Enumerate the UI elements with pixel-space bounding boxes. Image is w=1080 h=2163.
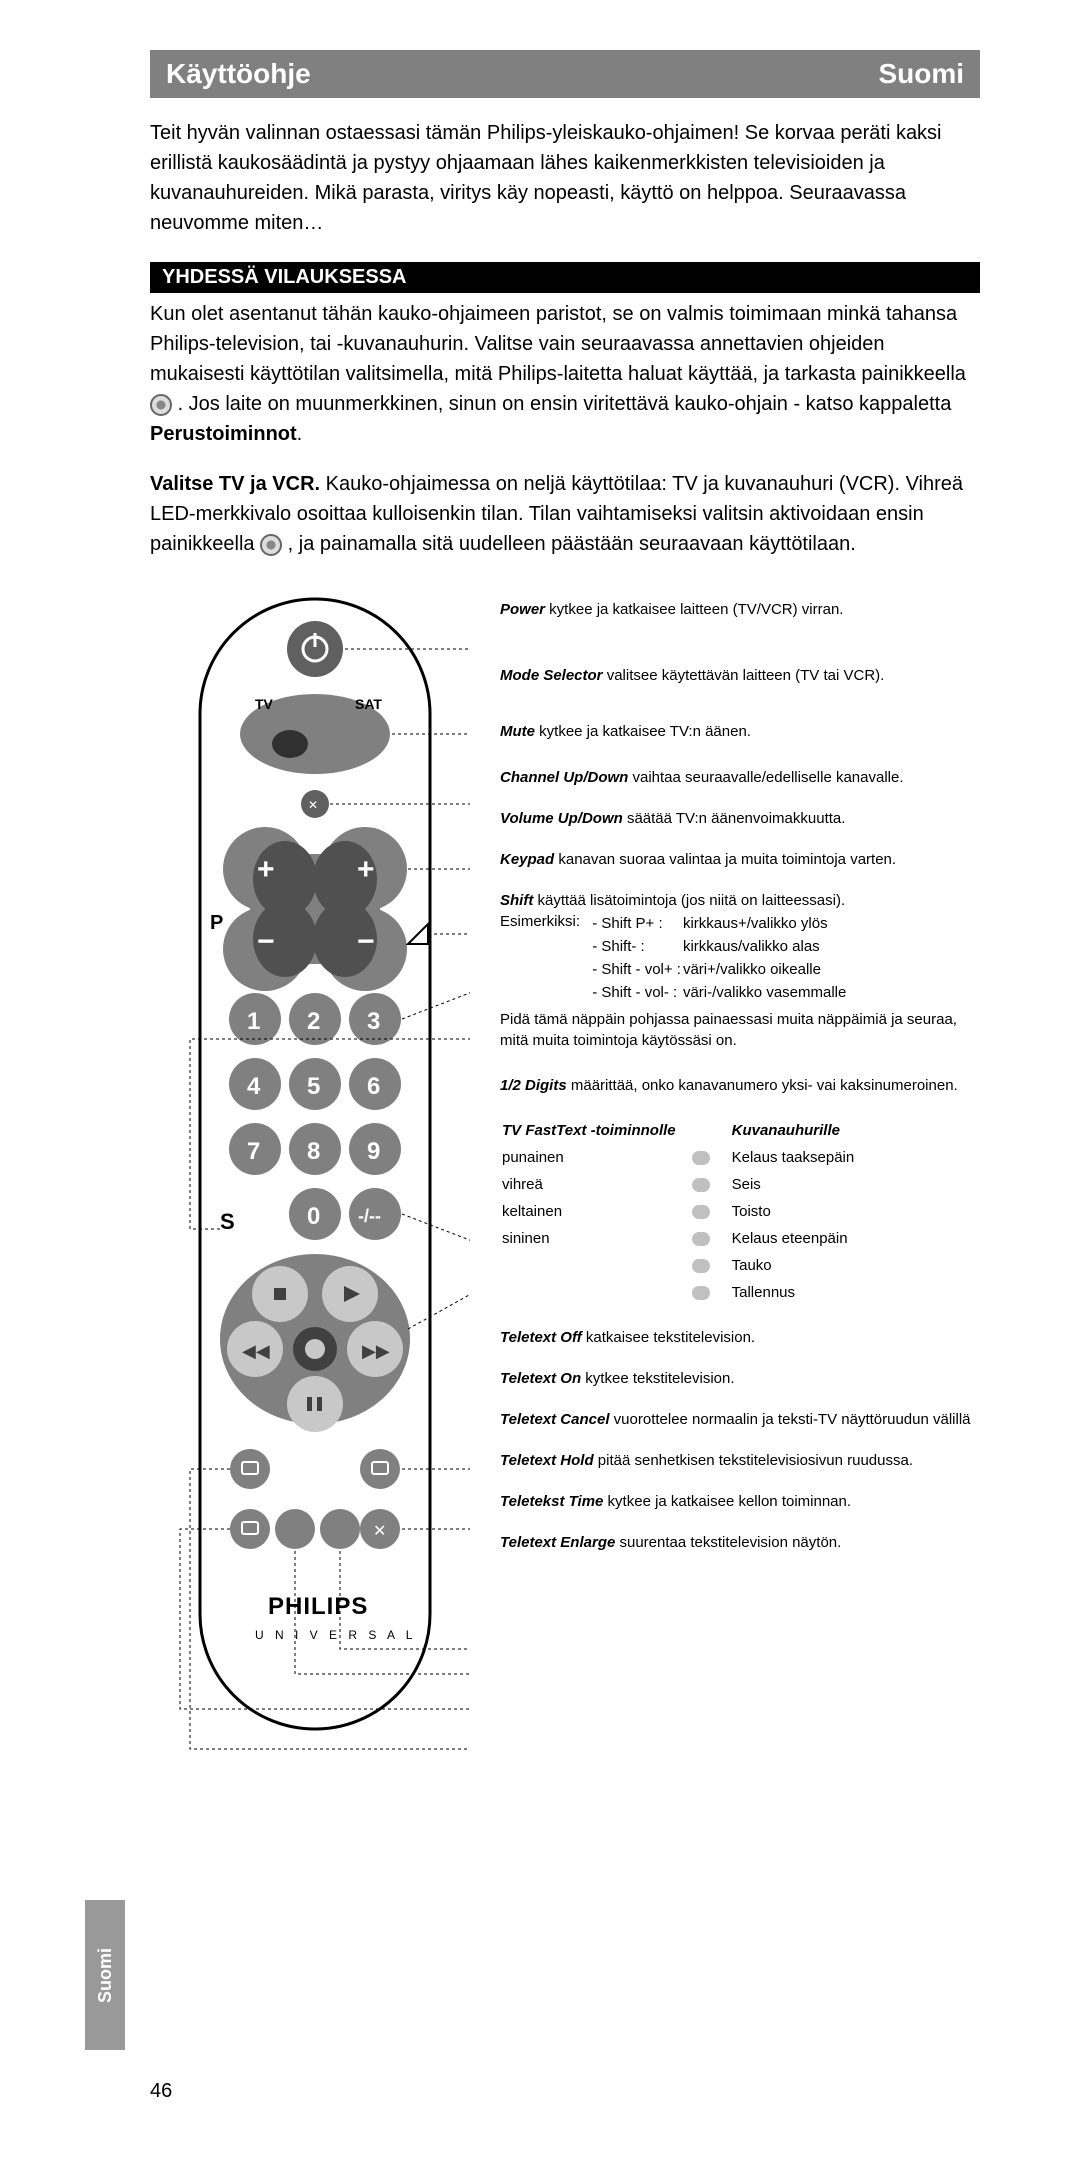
svg-text:✕: ✕ [373, 1523, 386, 1540]
section-title: YHDESSÄ VILAUKSESSA [150, 262, 980, 293]
svg-text:0: 0 [307, 1203, 320, 1230]
svg-text:3: 3 [367, 1008, 380, 1035]
svg-text:✕: ✕ [308, 798, 318, 812]
sat-label: SAT [355, 696, 382, 712]
s-label: S [220, 1209, 235, 1234]
svg-text:▶▶: ▶▶ [362, 1341, 390, 1361]
play-icon [692, 1205, 710, 1219]
header-bar: Käyttöohje Suomi [150, 50, 980, 98]
svg-text:−: − [357, 925, 375, 958]
desc-ttcancel: Teletext Cancel vuorottelee normaalin ja… [500, 1409, 980, 1430]
desc-power: Power kytkee ja katkaisee laitteen (TV/V… [500, 599, 980, 620]
svg-text:5: 5 [307, 1073, 320, 1100]
desc-fasttext: TV FastText -toiminnolleKuvanauhurille p… [500, 1116, 980, 1307]
ffwd-icon [692, 1232, 710, 1246]
page-number: 46 [150, 2080, 172, 2103]
mode-icon [260, 534, 282, 556]
desc-digits: 1/2 Digits määrittää, onko kanavanumero … [500, 1075, 980, 1096]
desc-ttoff: Teletext Off katkaisee tekstitelevision. [500, 1327, 980, 1348]
svg-text:8: 8 [307, 1138, 320, 1165]
header-lang: Suomi [878, 58, 964, 90]
desc-mute: Mute kytkee ja katkaisee TV:n äänen. [500, 721, 980, 742]
svg-text:2: 2 [307, 1008, 320, 1035]
diagram-area: TV SAT ✕ + [150, 589, 980, 1789]
pause-icon [692, 1259, 710, 1273]
desc-shift: Shift käyttää lisätoimintoja (jos niitä … [500, 890, 980, 1051]
svg-text:6: 6 [367, 1073, 380, 1100]
header-title: Käyttöohje [166, 58, 311, 90]
remote-illustration: TV SAT ✕ + [150, 589, 470, 1789]
desc-vol: Volume Up/Down säätää TV:n äänenvoimakku… [500, 808, 980, 829]
svg-text:1: 1 [247, 1008, 260, 1035]
tv-label: TV [255, 696, 274, 712]
desc-tttime: Teletekst Time kytkee ja katkaisee kello… [500, 1491, 980, 1512]
descriptions: Power kytkee ja katkaisee laitteen (TV/V… [470, 589, 980, 1573]
section-body: Kun olet asentanut tähän kauko-ohjaimeen… [150, 299, 980, 449]
rewind-icon [692, 1151, 710, 1165]
desc-chan: Channel Up/Down vaihtaa seuraavalle/edel… [500, 767, 980, 788]
desc-keypad: Keypad kanavan suoraa valintaa ja muita … [500, 849, 980, 870]
desc-tton: Teletext On kytkee tekstitelevision. [500, 1368, 980, 1389]
svg-text:+: + [357, 853, 375, 886]
p-label: P [210, 912, 223, 934]
side-tab: Suomi [85, 1900, 125, 2050]
brand-sub: U N I V E R S A L [255, 1628, 416, 1642]
svg-text:◀◀: ◀◀ [242, 1341, 270, 1361]
record-icon [692, 1286, 710, 1300]
power-icon [150, 394, 172, 416]
svg-text:-/--: -/-- [358, 1206, 381, 1226]
stop-icon [692, 1178, 710, 1192]
section-para2: Valitse TV ja VCR. Kauko-ohjaimessa on n… [150, 469, 980, 559]
svg-text:9: 9 [367, 1138, 380, 1165]
svg-text:4: 4 [247, 1073, 261, 1100]
brand: PHILIPS [268, 1593, 368, 1620]
svg-text:−: − [257, 925, 275, 958]
keypad: 1 2 3 4 5 6 7 8 9 0 -/-- [229, 993, 401, 1240]
desc-ttenlarge: Teletext Enlarge suurentaa tekstitelevis… [500, 1532, 980, 1553]
svg-text:7: 7 [247, 1138, 260, 1165]
svg-text:+: + [257, 853, 275, 886]
intro-text: Teit hyvän valinnan ostaessasi tämän Phi… [150, 118, 980, 238]
desc-mode: Mode Selector valitsee käytettävän laitt… [500, 665, 980, 686]
desc-tthold: Teletext Hold pitää senhetkisen tekstite… [500, 1450, 980, 1471]
